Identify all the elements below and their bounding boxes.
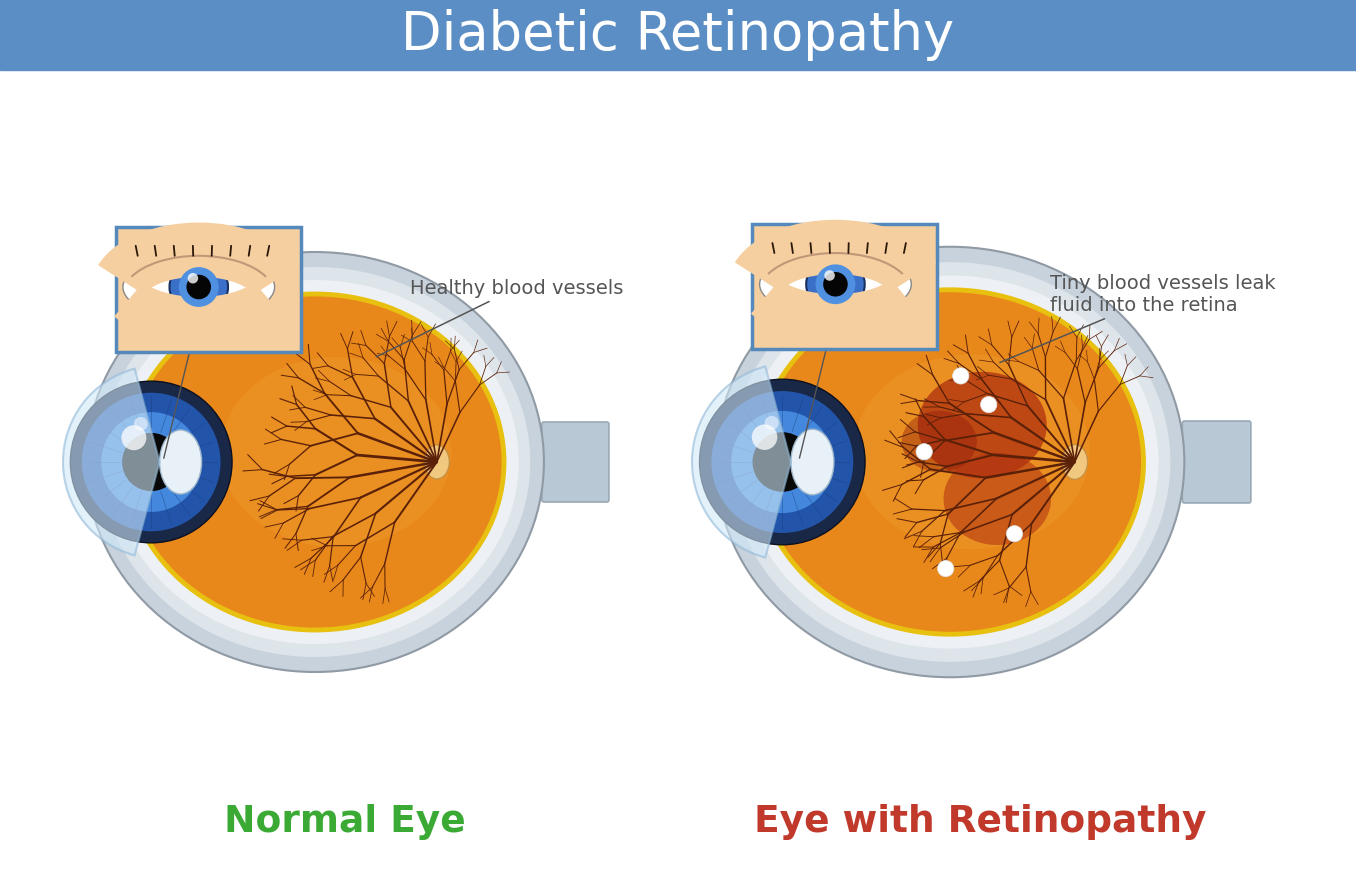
FancyBboxPatch shape: [542, 422, 609, 502]
Circle shape: [980, 396, 997, 413]
Circle shape: [102, 412, 201, 512]
Ellipse shape: [715, 382, 833, 542]
Circle shape: [807, 255, 865, 313]
Wedge shape: [692, 367, 791, 558]
Circle shape: [700, 379, 865, 545]
Ellipse shape: [716, 247, 1184, 677]
Circle shape: [170, 258, 228, 317]
Bar: [753, 224, 937, 350]
Ellipse shape: [759, 252, 911, 317]
Ellipse shape: [85, 252, 544, 672]
Text: Normal Eye: Normal Eye: [224, 804, 466, 840]
Ellipse shape: [742, 276, 1158, 648]
Ellipse shape: [126, 294, 504, 630]
Ellipse shape: [902, 410, 976, 472]
Wedge shape: [62, 368, 160, 556]
Ellipse shape: [100, 267, 530, 657]
Ellipse shape: [918, 372, 1047, 478]
Circle shape: [731, 411, 834, 513]
Ellipse shape: [730, 262, 1170, 662]
Circle shape: [751, 425, 777, 450]
Circle shape: [122, 433, 180, 491]
Ellipse shape: [221, 357, 452, 547]
Circle shape: [134, 417, 148, 431]
Circle shape: [187, 275, 212, 300]
Circle shape: [753, 433, 812, 491]
Text: Eye with Retinopathy: Eye with Retinopathy: [754, 804, 1207, 840]
Ellipse shape: [123, 254, 275, 319]
Text: Tiny blood vessels leak
fluid into the retina: Tiny blood vessels leak fluid into the r…: [999, 274, 1276, 362]
Circle shape: [824, 270, 835, 281]
Bar: [0, 0, 1356, 70]
Circle shape: [815, 264, 856, 304]
Ellipse shape: [1062, 444, 1088, 479]
Circle shape: [765, 416, 778, 430]
Circle shape: [1006, 525, 1022, 542]
Ellipse shape: [791, 429, 834, 495]
Circle shape: [81, 392, 221, 532]
Ellipse shape: [853, 354, 1090, 549]
Circle shape: [952, 368, 970, 384]
Circle shape: [187, 273, 198, 284]
Circle shape: [917, 443, 933, 460]
Ellipse shape: [160, 430, 202, 494]
Circle shape: [712, 391, 853, 533]
Circle shape: [71, 381, 232, 543]
FancyBboxPatch shape: [1182, 421, 1250, 503]
Circle shape: [823, 272, 848, 296]
Ellipse shape: [85, 384, 201, 540]
Bar: [115, 227, 301, 352]
Ellipse shape: [424, 445, 449, 479]
Text: Diabetic Retinopathy: Diabetic Retinopathy: [401, 9, 955, 61]
Text: Healthy blood vessels: Healthy blood vessels: [377, 278, 624, 357]
Ellipse shape: [111, 280, 519, 644]
Ellipse shape: [757, 290, 1143, 634]
Ellipse shape: [944, 453, 1051, 545]
Circle shape: [937, 560, 953, 577]
Circle shape: [122, 425, 146, 450]
Circle shape: [179, 267, 218, 307]
